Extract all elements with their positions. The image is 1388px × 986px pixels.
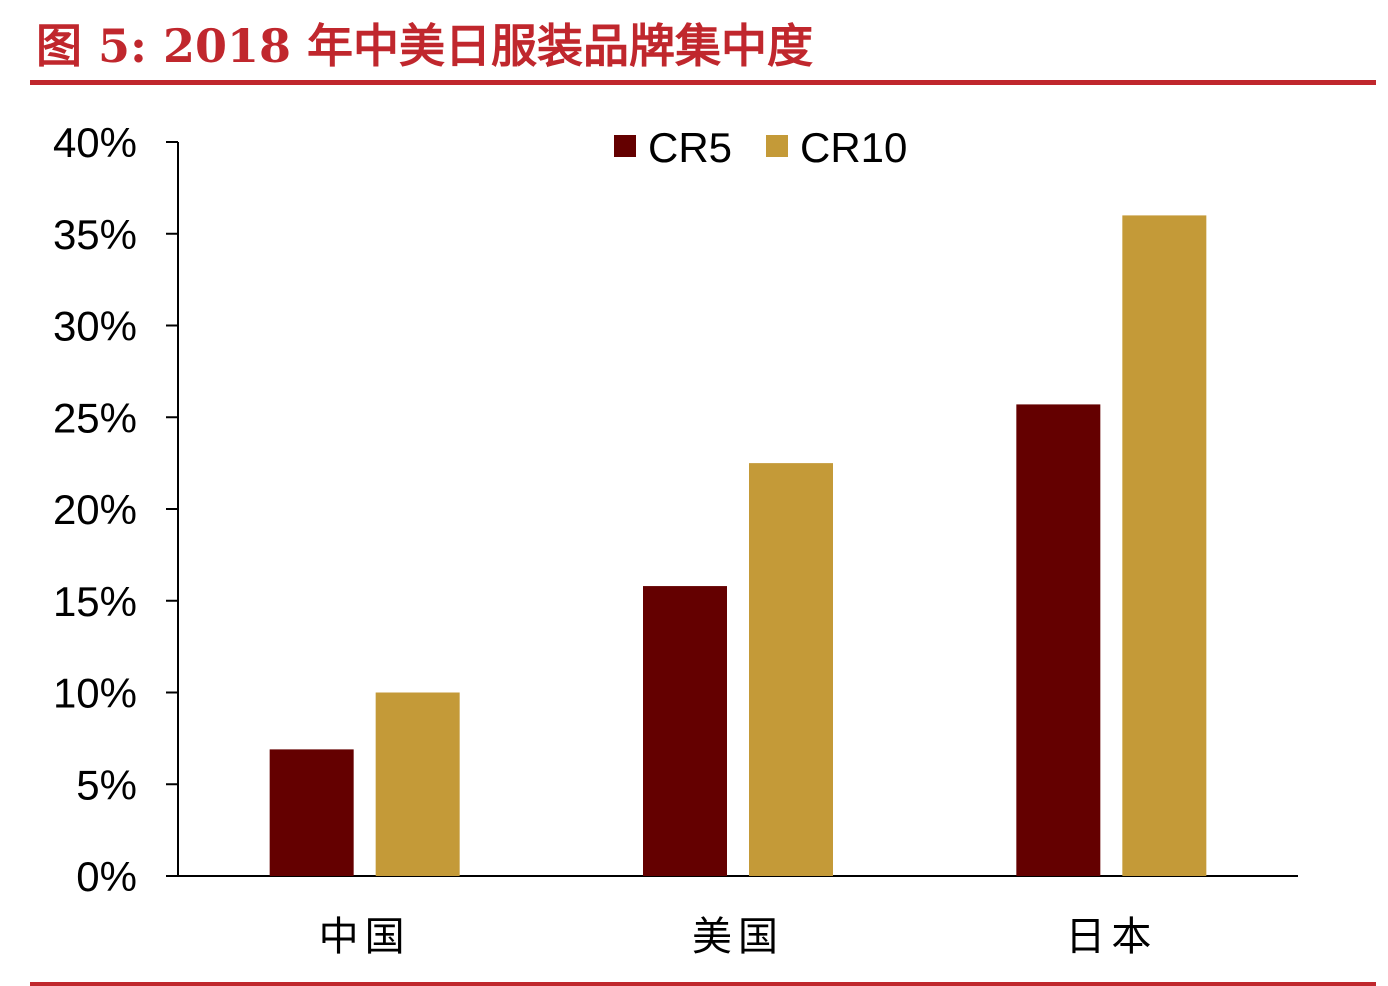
y-tick-label: 15% [53, 578, 137, 625]
bottom-divider [30, 982, 1376, 986]
x-tick-label: 中国 [319, 914, 411, 960]
y-tick-label: 10% [53, 670, 137, 717]
bar-cr5-0 [269, 749, 354, 876]
y-axis: 0% 5% 10% 15% 20% 25% 30% 35% 40% [53, 119, 179, 900]
bar-cr10-0 [375, 692, 460, 876]
legend-label-cr10: CR10 [800, 124, 907, 171]
x-tick-label: 美国 [692, 914, 784, 960]
bar-cr10-2 [1122, 215, 1207, 876]
y-tick-label: 0% [76, 853, 137, 900]
legend-label-cr5: CR5 [648, 124, 732, 171]
figure-title: 图 5: 2018 年中美日服装品牌集中度 [36, 19, 814, 73]
bar-cr5-1 [643, 586, 727, 876]
y-tick-label: 20% [53, 486, 137, 533]
y-tick-label: 25% [53, 394, 137, 441]
bar-series [269, 215, 1207, 876]
x-tick-label: 日本 [1065, 914, 1157, 960]
title-divider [30, 80, 1376, 85]
bar-cr10-1 [749, 463, 833, 876]
y-tick-label: 40% [53, 119, 137, 166]
legend-swatch-cr10 [766, 135, 788, 157]
bar-cr5-2 [1016, 404, 1101, 876]
y-tick-label: 5% [76, 761, 137, 808]
chart-legend: CR5 CR10 [614, 124, 907, 171]
y-tick-label: 30% [53, 303, 137, 350]
x-axis: 中国 美国 日本 [166, 875, 1298, 960]
y-tick-label: 35% [53, 211, 137, 258]
legend-swatch-cr5 [614, 135, 636, 157]
